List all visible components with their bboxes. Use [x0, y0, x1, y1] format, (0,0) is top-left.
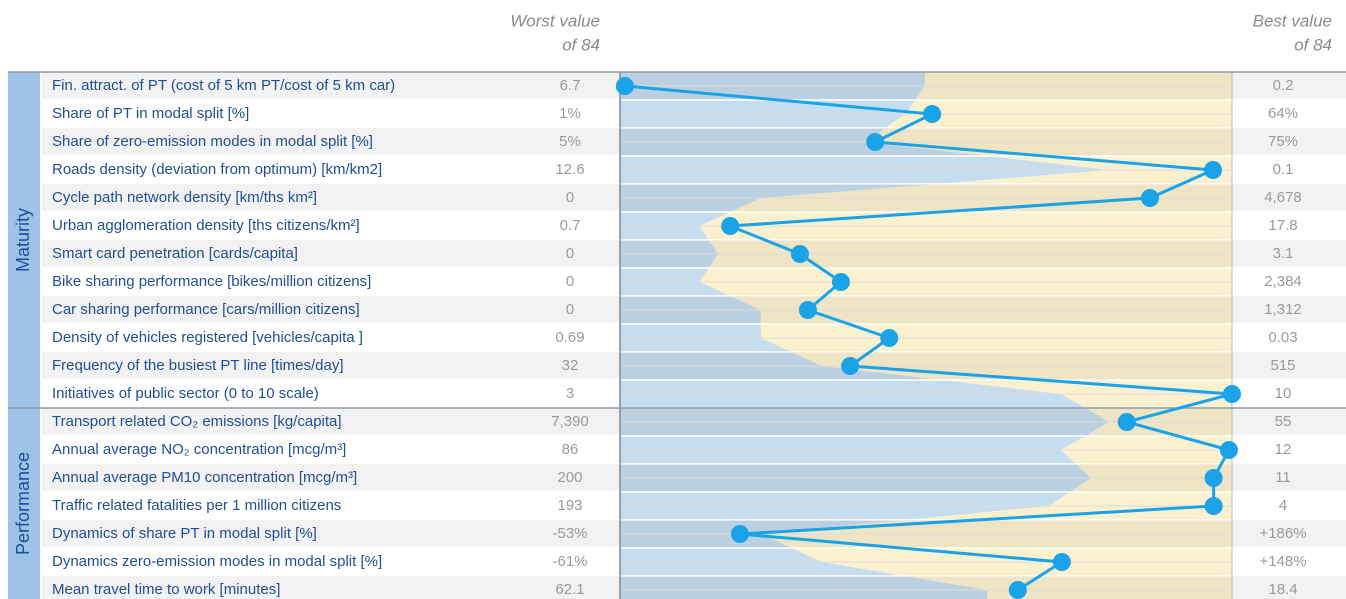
row-label: Car sharing performance [cars/million ci… — [52, 301, 360, 318]
profile-dot — [1052, 553, 1071, 571]
best-value: 0.1 — [1273, 161, 1294, 178]
worst-value: 3 — [566, 385, 574, 402]
profile-dot — [1140, 189, 1159, 207]
shade-area — [620, 72, 1110, 599]
profile-dot — [798, 301, 817, 319]
row-label: Roads density (deviation from optimum) [… — [52, 161, 382, 178]
best-value: 4 — [1279, 497, 1287, 514]
group-band — [8, 72, 40, 408]
best-value: 10 — [1275, 385, 1292, 402]
worst-value: 6.7 — [560, 77, 581, 94]
row-label: Share of zero-emission modes in modal sp… — [52, 133, 373, 150]
best-value: 2,384 — [1264, 273, 1302, 290]
row-label: Initiatives of public sector (0 to 10 sc… — [52, 385, 319, 402]
worst-value: -53% — [552, 525, 587, 542]
worst-value: 0.7 — [560, 217, 581, 234]
best-value: 64% — [1268, 105, 1298, 122]
best-value: 0.2 — [1273, 77, 1294, 94]
profile-dot — [1204, 497, 1223, 515]
row-label: Mean travel time to work [minutes] — [52, 581, 280, 598]
row-label: Traffic related fatalities per 1 million… — [52, 497, 341, 514]
profile-dot — [880, 329, 899, 347]
profile-dot — [615, 77, 634, 95]
worst-value: 12.6 — [555, 161, 584, 178]
profile-dot — [1117, 413, 1136, 431]
row-label: Dynamics zero-emission modes in modal sp… — [52, 553, 382, 570]
profile-dot — [1008, 581, 1027, 599]
worst-value: 86 — [562, 441, 579, 458]
worst-value: 0 — [566, 245, 574, 262]
profile-dot — [790, 245, 809, 263]
profile-dot — [1219, 441, 1238, 459]
group-band — [8, 408, 40, 599]
best-value: 12 — [1275, 441, 1292, 458]
best-value: 17.8 — [1268, 217, 1297, 234]
best-value: 515 — [1270, 357, 1295, 374]
profile-dot — [1223, 385, 1241, 403]
row-label: Cycle path network density [km/ths km²] — [52, 189, 317, 206]
best-value: 1,312 — [1264, 301, 1302, 318]
best-value: +186% — [1259, 525, 1306, 542]
profile-dot — [730, 525, 749, 543]
row-label: Smart card penetration [cards/capita] — [52, 245, 298, 262]
row-label: Bike sharing performance [bikes/million … — [52, 273, 371, 290]
worst-value: 1% — [559, 105, 581, 122]
row-label: Dynamics of share PT in modal split [%] — [52, 525, 317, 542]
group-label: Maturity — [13, 208, 33, 272]
profile-dot — [1204, 161, 1223, 179]
worst-header: Worst value — [510, 11, 600, 30]
worst-value: 0 — [566, 189, 574, 206]
row-label: Annual average NO₂ concentration [mcg/m³… — [52, 441, 346, 458]
row-label: Urban agglomeration density [ths citizen… — [52, 217, 360, 234]
worst-header: of 84 — [562, 35, 600, 54]
worst-value: 200 — [557, 469, 582, 486]
row-label: Share of PT in modal split [%] — [52, 105, 249, 122]
profile-dot — [841, 357, 860, 375]
best-value: 55 — [1275, 413, 1292, 430]
profile-dot — [866, 133, 885, 151]
worst-value: 7,390 — [551, 413, 589, 430]
profile-dot — [1204, 469, 1223, 487]
best-value: 3.1 — [1273, 245, 1294, 262]
row-label: Density of vehicles registered [vehicles… — [52, 329, 363, 346]
profile-dot — [923, 105, 942, 123]
best-header: of 84 — [1294, 35, 1332, 54]
best-value: 18.4 — [1268, 581, 1297, 598]
row-label: Frequency of the busiest PT line [times/… — [52, 357, 344, 374]
worst-value: -61% — [552, 553, 587, 570]
worst-value: 0 — [566, 301, 574, 318]
profile-dot — [721, 217, 740, 235]
best-value: 4,678 — [1264, 189, 1302, 206]
best-value: 11 — [1275, 469, 1291, 486]
best-header: Best value — [1253, 11, 1332, 30]
row-label: Annual average PM10 concentration [mcg/m… — [52, 469, 357, 486]
best-value: 0.03 — [1268, 329, 1297, 346]
best-value: 75% — [1268, 133, 1298, 150]
worst-value: 193 — [557, 497, 582, 514]
worst-value: 0 — [566, 273, 574, 290]
row-label: Fin. attract. of PT (cost of 5 km PT/cos… — [52, 77, 395, 94]
profile-dot — [831, 273, 850, 291]
worst-value: 5% — [559, 133, 581, 150]
worst-value: 62.1 — [555, 581, 584, 598]
row-label: Transport related CO₂ emissions [kg/capi… — [52, 413, 342, 430]
group-label: Performance — [13, 452, 33, 555]
best-value: +148% — [1259, 553, 1306, 570]
worst-value: 32 — [562, 357, 579, 374]
worst-value: 0.69 — [555, 329, 584, 346]
